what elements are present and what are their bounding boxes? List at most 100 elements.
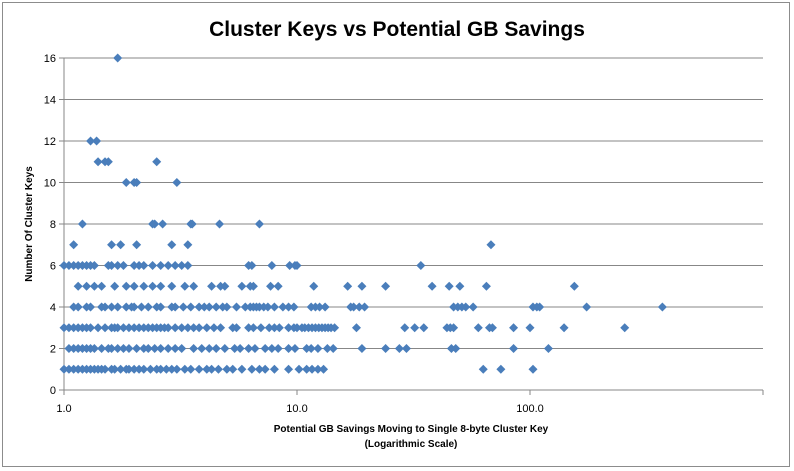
data-point	[150, 344, 160, 353]
data-point	[97, 281, 107, 291]
data-point	[496, 364, 506, 374]
data-point	[401, 344, 411, 353]
data-point	[124, 344, 134, 353]
data-point	[152, 157, 162, 167]
data-point	[199, 302, 209, 312]
data-point	[290, 344, 300, 353]
data-point	[284, 364, 294, 374]
data-point	[202, 364, 212, 374]
y-tick-label: 4	[50, 302, 56, 314]
data-point	[59, 323, 69, 333]
data-point	[237, 281, 247, 291]
data-point	[394, 344, 404, 353]
data-point	[444, 281, 454, 291]
data-point	[207, 281, 217, 291]
data-point	[269, 364, 279, 374]
data-point	[113, 302, 123, 312]
data-point	[247, 261, 257, 270]
data-point	[118, 323, 128, 333]
data-point	[148, 261, 158, 270]
data-point	[487, 323, 497, 333]
data-point	[194, 364, 204, 374]
data-point	[194, 323, 204, 333]
data-point	[150, 219, 160, 229]
data-point	[313, 344, 323, 353]
data-point	[161, 364, 171, 374]
data-point	[269, 302, 279, 312]
data-point	[177, 261, 187, 270]
data-point	[129, 261, 139, 270]
y-tick-label: 14	[44, 95, 56, 107]
data-point	[211, 344, 221, 353]
data-point	[228, 364, 238, 374]
data-point	[400, 323, 410, 333]
data-point	[260, 364, 270, 374]
x-tick-label: 1.0	[56, 403, 71, 415]
data-point	[620, 323, 630, 333]
data-point	[455, 281, 465, 291]
data-point	[357, 281, 367, 291]
x-tick-label: 100.0	[516, 403, 544, 415]
data-point	[528, 364, 538, 374]
data-point	[657, 302, 667, 312]
data-point	[82, 281, 92, 291]
data-point	[197, 344, 207, 353]
data-point	[468, 302, 478, 312]
data-point	[232, 323, 242, 333]
data-point	[240, 302, 250, 312]
data-point	[107, 261, 117, 270]
data-point	[582, 302, 592, 312]
x-axis-label-line1: Potential GB Savings Moving to Single 8-…	[274, 424, 549, 435]
y-tick-label: 2	[50, 344, 56, 356]
data-point	[222, 364, 232, 374]
data-point	[284, 323, 294, 333]
data-point	[186, 364, 196, 374]
data-point	[183, 261, 193, 270]
data-point	[248, 281, 258, 291]
data-point	[211, 302, 221, 312]
data-point	[143, 302, 153, 312]
data-point	[59, 364, 69, 374]
data-point	[163, 344, 173, 353]
data-point	[156, 344, 166, 353]
data-point	[100, 323, 110, 333]
data-point	[110, 281, 120, 291]
data-point	[118, 261, 128, 270]
data-point	[322, 344, 332, 353]
data-point	[216, 323, 226, 333]
data-point	[235, 344, 245, 353]
data-point	[244, 323, 254, 333]
data-point	[267, 261, 277, 270]
data-point	[328, 344, 338, 353]
data-point	[284, 344, 294, 353]
data-point	[139, 261, 149, 270]
data-point	[360, 302, 370, 312]
data-point	[172, 364, 182, 374]
data-point	[381, 344, 391, 353]
data-point	[180, 364, 190, 374]
data-point	[473, 323, 483, 333]
data-point	[89, 344, 99, 353]
data-point	[213, 364, 223, 374]
data-point	[481, 281, 491, 291]
data-point	[156, 281, 166, 291]
x-axis-label-line2: (Logarithmic Scale)	[365, 439, 458, 450]
data-point	[86, 302, 96, 312]
data-point	[278, 302, 288, 312]
y-tick-labels: 0 2 4 6 8 10 12 14 16	[44, 53, 56, 397]
data-point	[273, 281, 283, 291]
data-point	[92, 136, 102, 146]
data-point	[263, 302, 273, 312]
data-point	[77, 219, 87, 229]
data-point	[107, 344, 117, 353]
data-point	[172, 178, 182, 187]
data-point	[156, 261, 166, 270]
data-point	[107, 240, 117, 250]
y-tick-label: 6	[50, 261, 56, 273]
x-tick-label: 10.0	[286, 403, 307, 415]
data-point	[209, 323, 219, 333]
data-point	[254, 364, 264, 374]
data-point	[416, 261, 426, 270]
data-point	[254, 219, 264, 229]
